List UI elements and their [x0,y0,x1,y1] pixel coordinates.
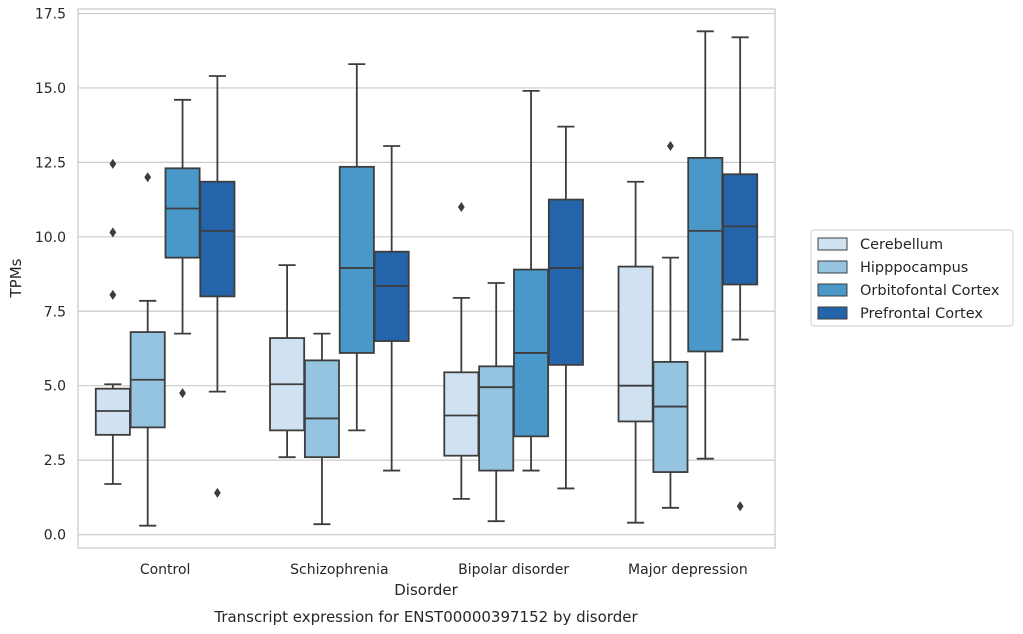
iqr-box [652,360,689,473]
y-tick-label: 10.0 [35,230,66,246]
iqr-box [338,165,375,354]
outlier-point [109,158,117,169]
chart-title: Transcript expression for ENST0000039715… [213,608,638,626]
y-tick-label: 17.5 [35,6,66,22]
iqr-box [199,180,236,298]
outlier-point [736,501,744,512]
outlier-point [109,227,117,238]
outlier-point [214,487,221,498]
y-tick-label: 12.5 [35,155,66,171]
y-tick-label: 2.5 [44,453,66,469]
legend-label: Orbitofontal Cortex [860,283,1000,299]
y-tick-label: 15.0 [35,81,66,97]
iqr-box [303,359,340,459]
plot-frame [77,8,776,549]
box-hipppocampus [652,140,689,509]
x-axis-label: Disorder [394,581,458,599]
iqr-box [547,198,584,366]
y-tick-label: 0.0 [44,528,66,544]
iqr-box [687,156,724,353]
legend-swatch [817,260,848,274]
x-tick-labels: Control Schizophrenia Bipolar disorder Majo… [140,562,748,578]
legend-frame [810,229,1014,327]
y-tick-label: 5.0 [44,379,66,395]
iqr-box [373,250,410,342]
box-orbitofontal-cortex [513,89,550,472]
legend-swatch [817,283,848,297]
x-tick-label: Control [140,562,191,578]
y-tick-label: 7.5 [44,304,66,320]
x-tick-label: Bipolar disorder [458,562,569,578]
box-hipppocampus [303,332,340,526]
box-cerebellum [94,158,131,485]
box-orbitofontal-cortex [687,30,724,460]
outlier-point [109,289,117,300]
box-cerebellum [269,264,306,459]
y-tick-labels: 0.0 2.5 5.0 7.5 10.0 12.5 15.0 17.5 [35,6,66,543]
box-prefrontal-cortex [199,75,236,498]
iqr-box [722,173,759,286]
outlier-point [457,202,465,213]
legend-label: Cerebellum [860,237,943,253]
legend-label: Hipppocampus [860,260,968,276]
box-orbitofontal-cortex [164,98,201,399]
box-cerebellum [617,180,654,524]
box-prefrontal-cortex [722,36,759,512]
iqr-box [617,265,654,423]
y-axis-label: TPMs [7,258,25,298]
box-hipppocampus [478,282,515,523]
box-orbitofontal-cortex [338,63,375,432]
box-layer [94,30,759,527]
legend-swatch [817,306,848,320]
x-tick-label: Major depression [628,562,748,578]
box-cerebellum [443,202,480,500]
legend: Cerebellum Hipppocampus Orbitofontal Corte… [810,229,1014,327]
outlier-point [144,172,152,183]
legend-label: Prefrontal Cortex [860,306,983,322]
iqr-box [478,365,515,472]
iqr-box [164,167,201,259]
legend-swatch [817,237,848,251]
box-prefrontal-cortex [547,125,584,490]
outlier-point [667,140,674,151]
outlier-point [179,388,186,399]
iqr-box [443,371,480,457]
box-hipppocampus [129,172,166,527]
x-tick-label: Schizophrenia [290,562,388,578]
box-prefrontal-cortex [373,145,410,472]
